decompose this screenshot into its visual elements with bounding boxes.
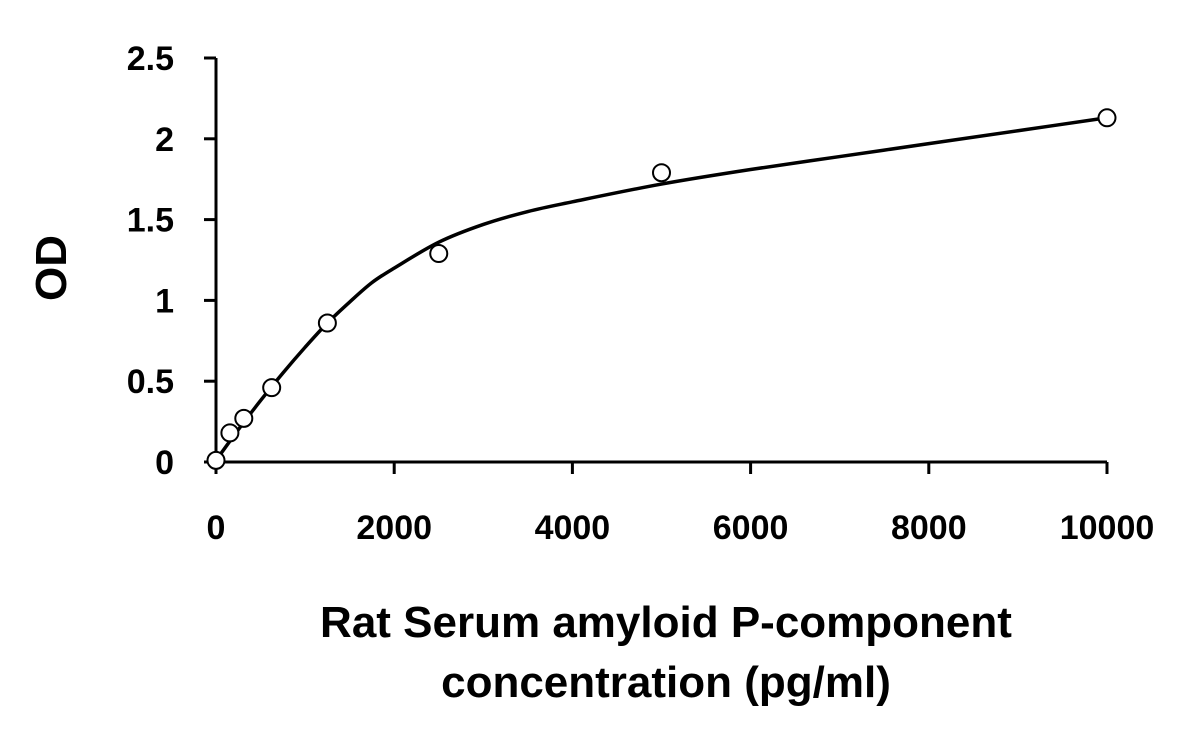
y-tick-label: 0.5 [127, 363, 174, 401]
data-point [234, 408, 254, 428]
y-axis-title: OD [27, 235, 76, 301]
x-axis-title-line-1: Rat Serum amyloid P-component [320, 598, 1012, 647]
data-point [262, 378, 282, 398]
data-points [206, 108, 1117, 470]
y-tick-label: 0 [155, 444, 174, 482]
data-point [652, 163, 671, 183]
x-tick-label: 8000 [891, 509, 967, 547]
data-point [220, 423, 240, 443]
x-tick-label: 2000 [356, 509, 432, 547]
x-tick-label: 4000 [535, 509, 611, 547]
x-ticks: 0 2000 4000 6000 8000 10000 [207, 462, 1155, 547]
y-tick-label: 2 [155, 121, 174, 159]
data-point [317, 313, 337, 333]
y-tick-label: 2.5 [127, 40, 174, 78]
x-tick-label: 0 [207, 509, 226, 547]
data-point [1097, 108, 1117, 128]
x-axis-title-line-2: concentration (pg/ml) [441, 658, 891, 707]
y-tick-label: 1 [155, 282, 174, 320]
x-tick-label: 6000 [713, 509, 789, 547]
y-ticks: 0 0.5 1 1.5 2 2.5 [127, 40, 216, 482]
fit-curve [214, 116, 1108, 462]
data-point [206, 450, 226, 470]
data-point [429, 244, 449, 264]
x-tick-label: 10000 [1060, 509, 1155, 547]
y-tick-label: 1.5 [127, 202, 174, 240]
axes [214, 58, 1107, 464]
